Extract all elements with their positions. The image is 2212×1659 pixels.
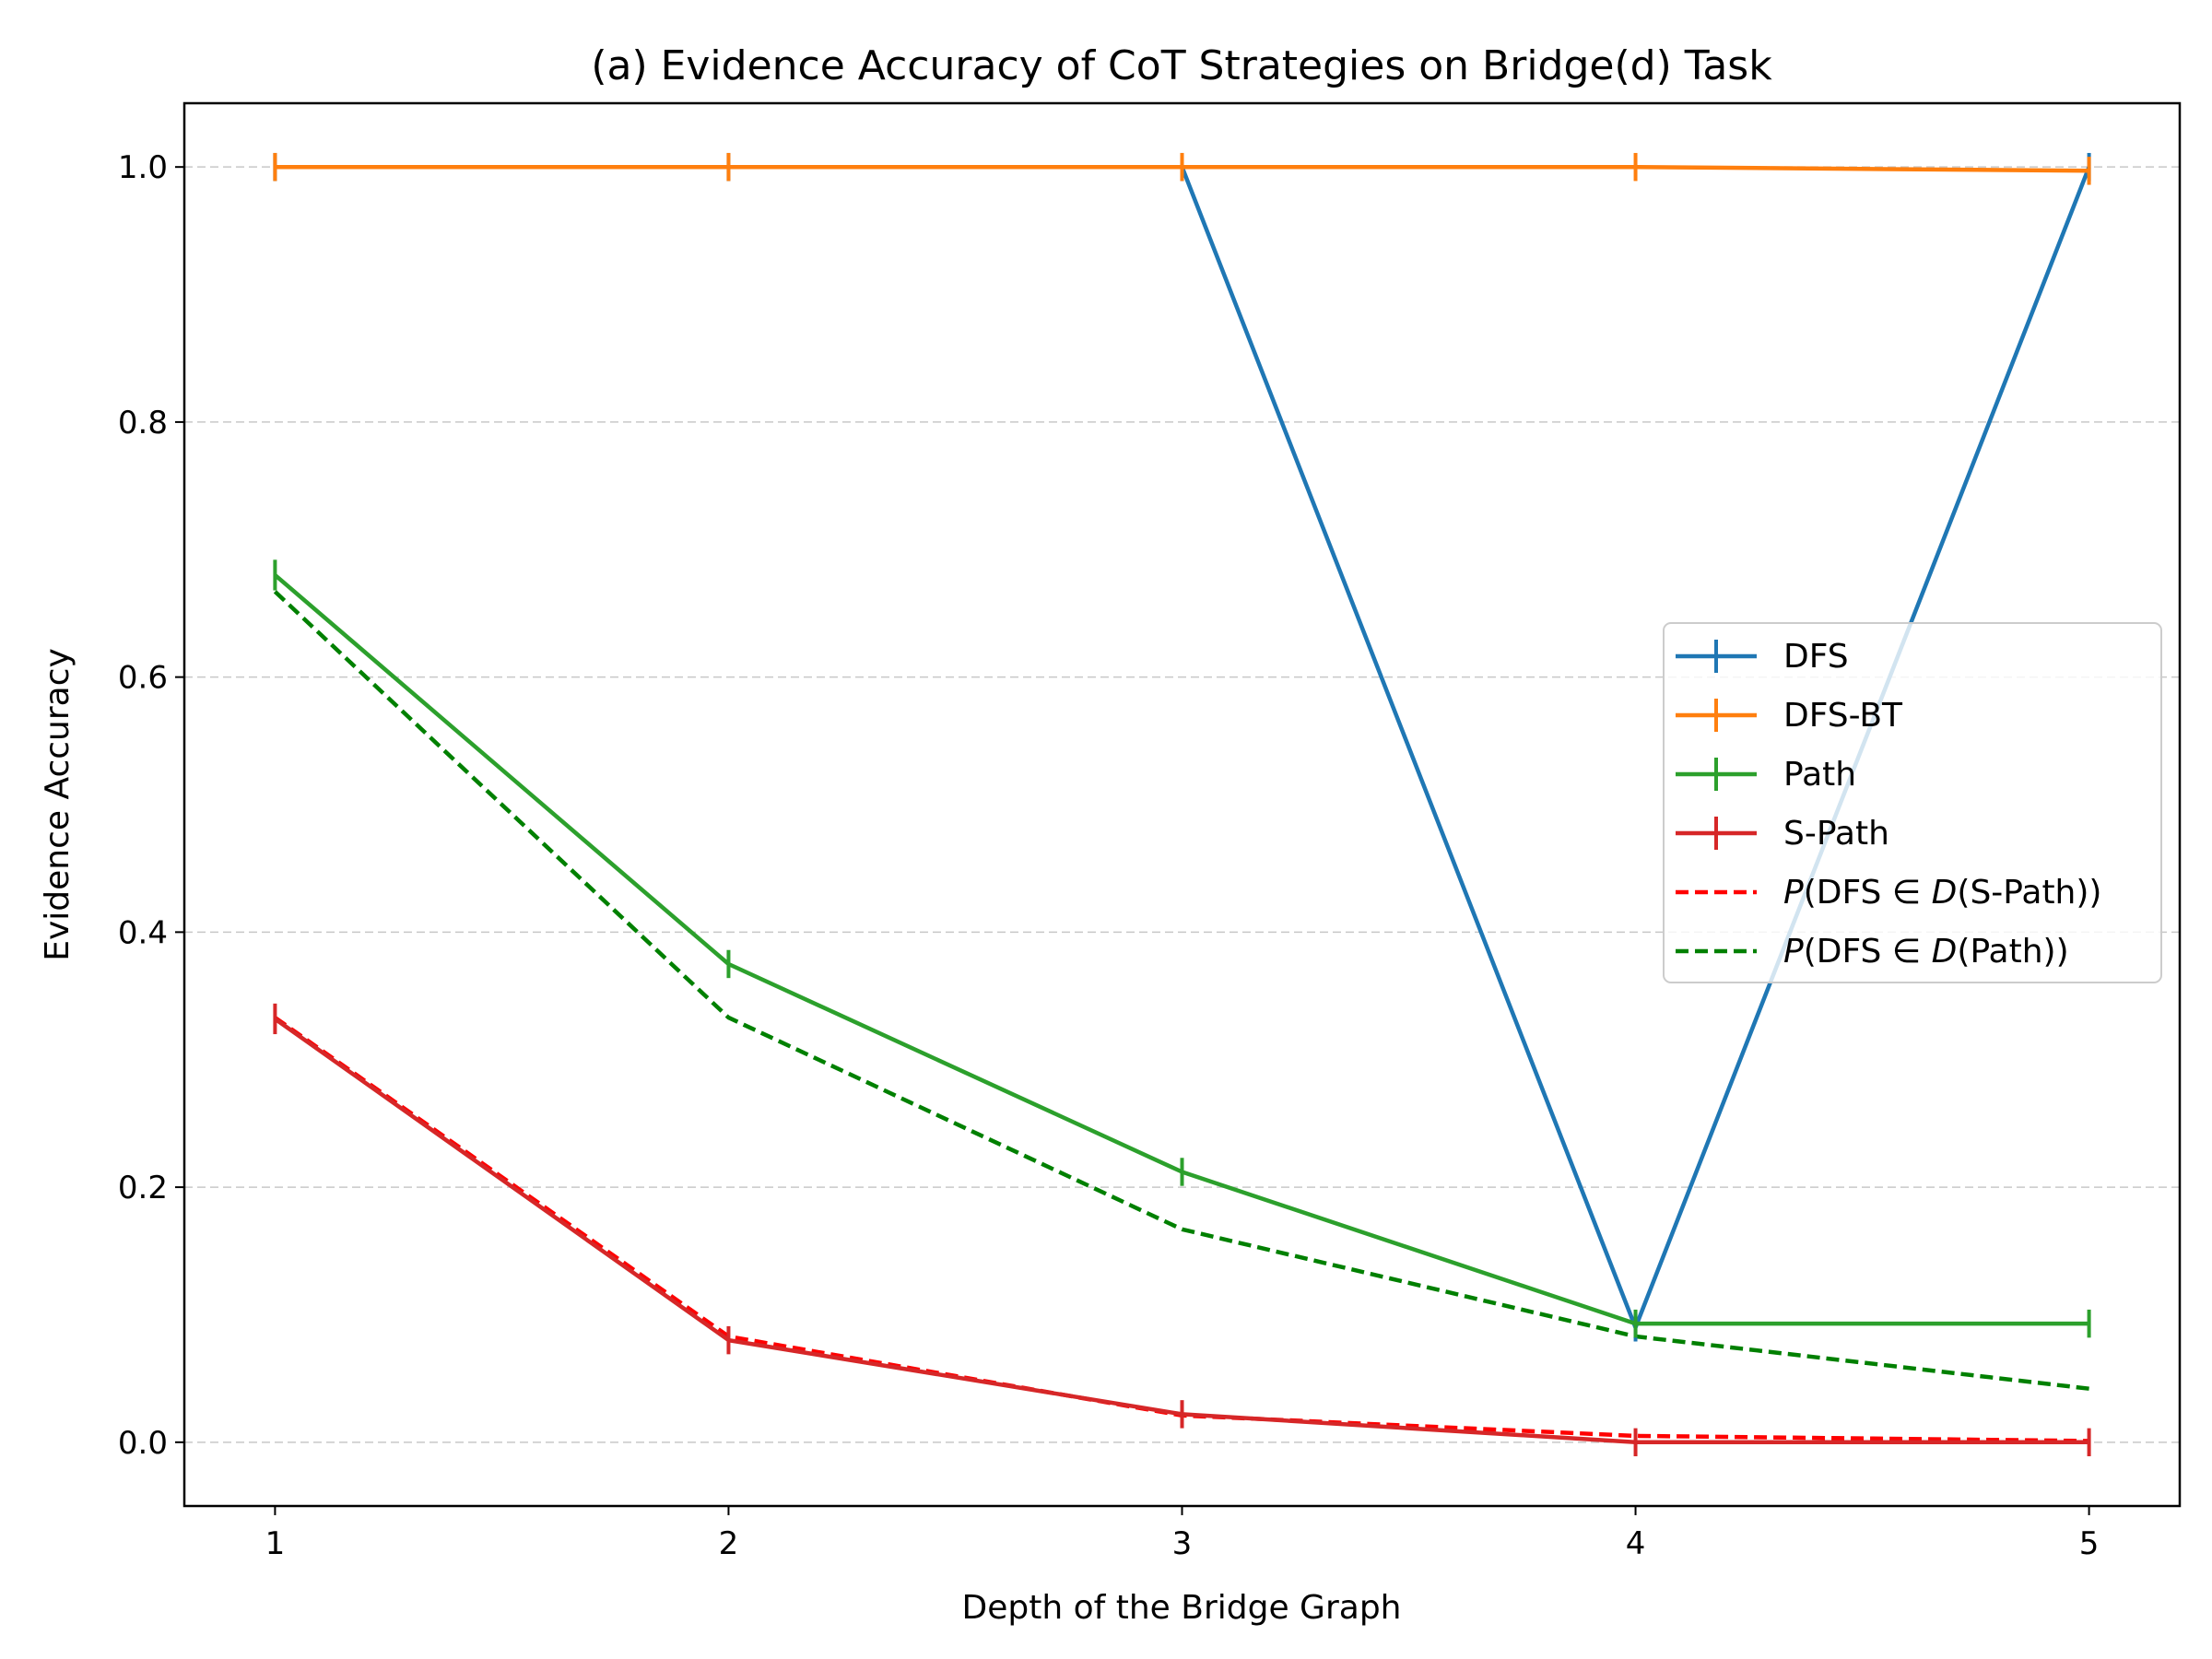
- y-tick-label: 0.0: [118, 1425, 168, 1462]
- chart-title: (a) Evidence Accuracy of CoT Strategies …: [591, 42, 1772, 89]
- y-tick-label: 0.2: [118, 1170, 168, 1206]
- x-tick-label: 5: [2079, 1525, 2100, 1562]
- y-tick-label: 0.4: [118, 914, 168, 951]
- y-tick-label: 0.6: [118, 660, 168, 697]
- y-tick-label: 0.8: [118, 405, 168, 441]
- x-axis-title: Depth of the Bridge Graph: [962, 1589, 1402, 1627]
- legend-label-dfs-bt: DFS-BT: [1783, 697, 1903, 735]
- legend-label-path: Path: [1783, 756, 1856, 794]
- legend-label-s-path: S-Path: [1783, 815, 1889, 853]
- y-axis-title: Evidence Accuracy: [39, 648, 76, 961]
- y-tick-label: 1.0: [118, 149, 168, 186]
- legend-label-p-dfs-d-path: P(DFS ∈ D(Path)): [1783, 933, 2069, 971]
- x-tick-label: 4: [1626, 1525, 1646, 1562]
- x-tick-label: 2: [719, 1525, 739, 1562]
- series-line-p-dfs-d-path: [273, 590, 2089, 1391]
- series-layer: [273, 152, 2091, 1457]
- legend: DFS DFS-BT Path S-Path P(DFS ∈ D(S-Path)) P(D…: [1663, 622, 2162, 983]
- x-tick-label: 1: [265, 1525, 286, 1562]
- ticks: 0.0 0.2 0.4 0.6 0.8 1.0 1 2 3 4 5: [118, 149, 2099, 1562]
- legend-box: [1663, 622, 2162, 983]
- legend-label-dfs: DFS: [1783, 638, 1849, 676]
- legend-items: DFS DFS-BT Path S-Path P(DFS ∈ D(S-Path)) P(D…: [1676, 638, 2101, 971]
- legend-label-p-dfs-d-s-path: P(DFS ∈ D(S-Path)): [1783, 874, 2101, 912]
- x-tick-label: 3: [1172, 1525, 1193, 1562]
